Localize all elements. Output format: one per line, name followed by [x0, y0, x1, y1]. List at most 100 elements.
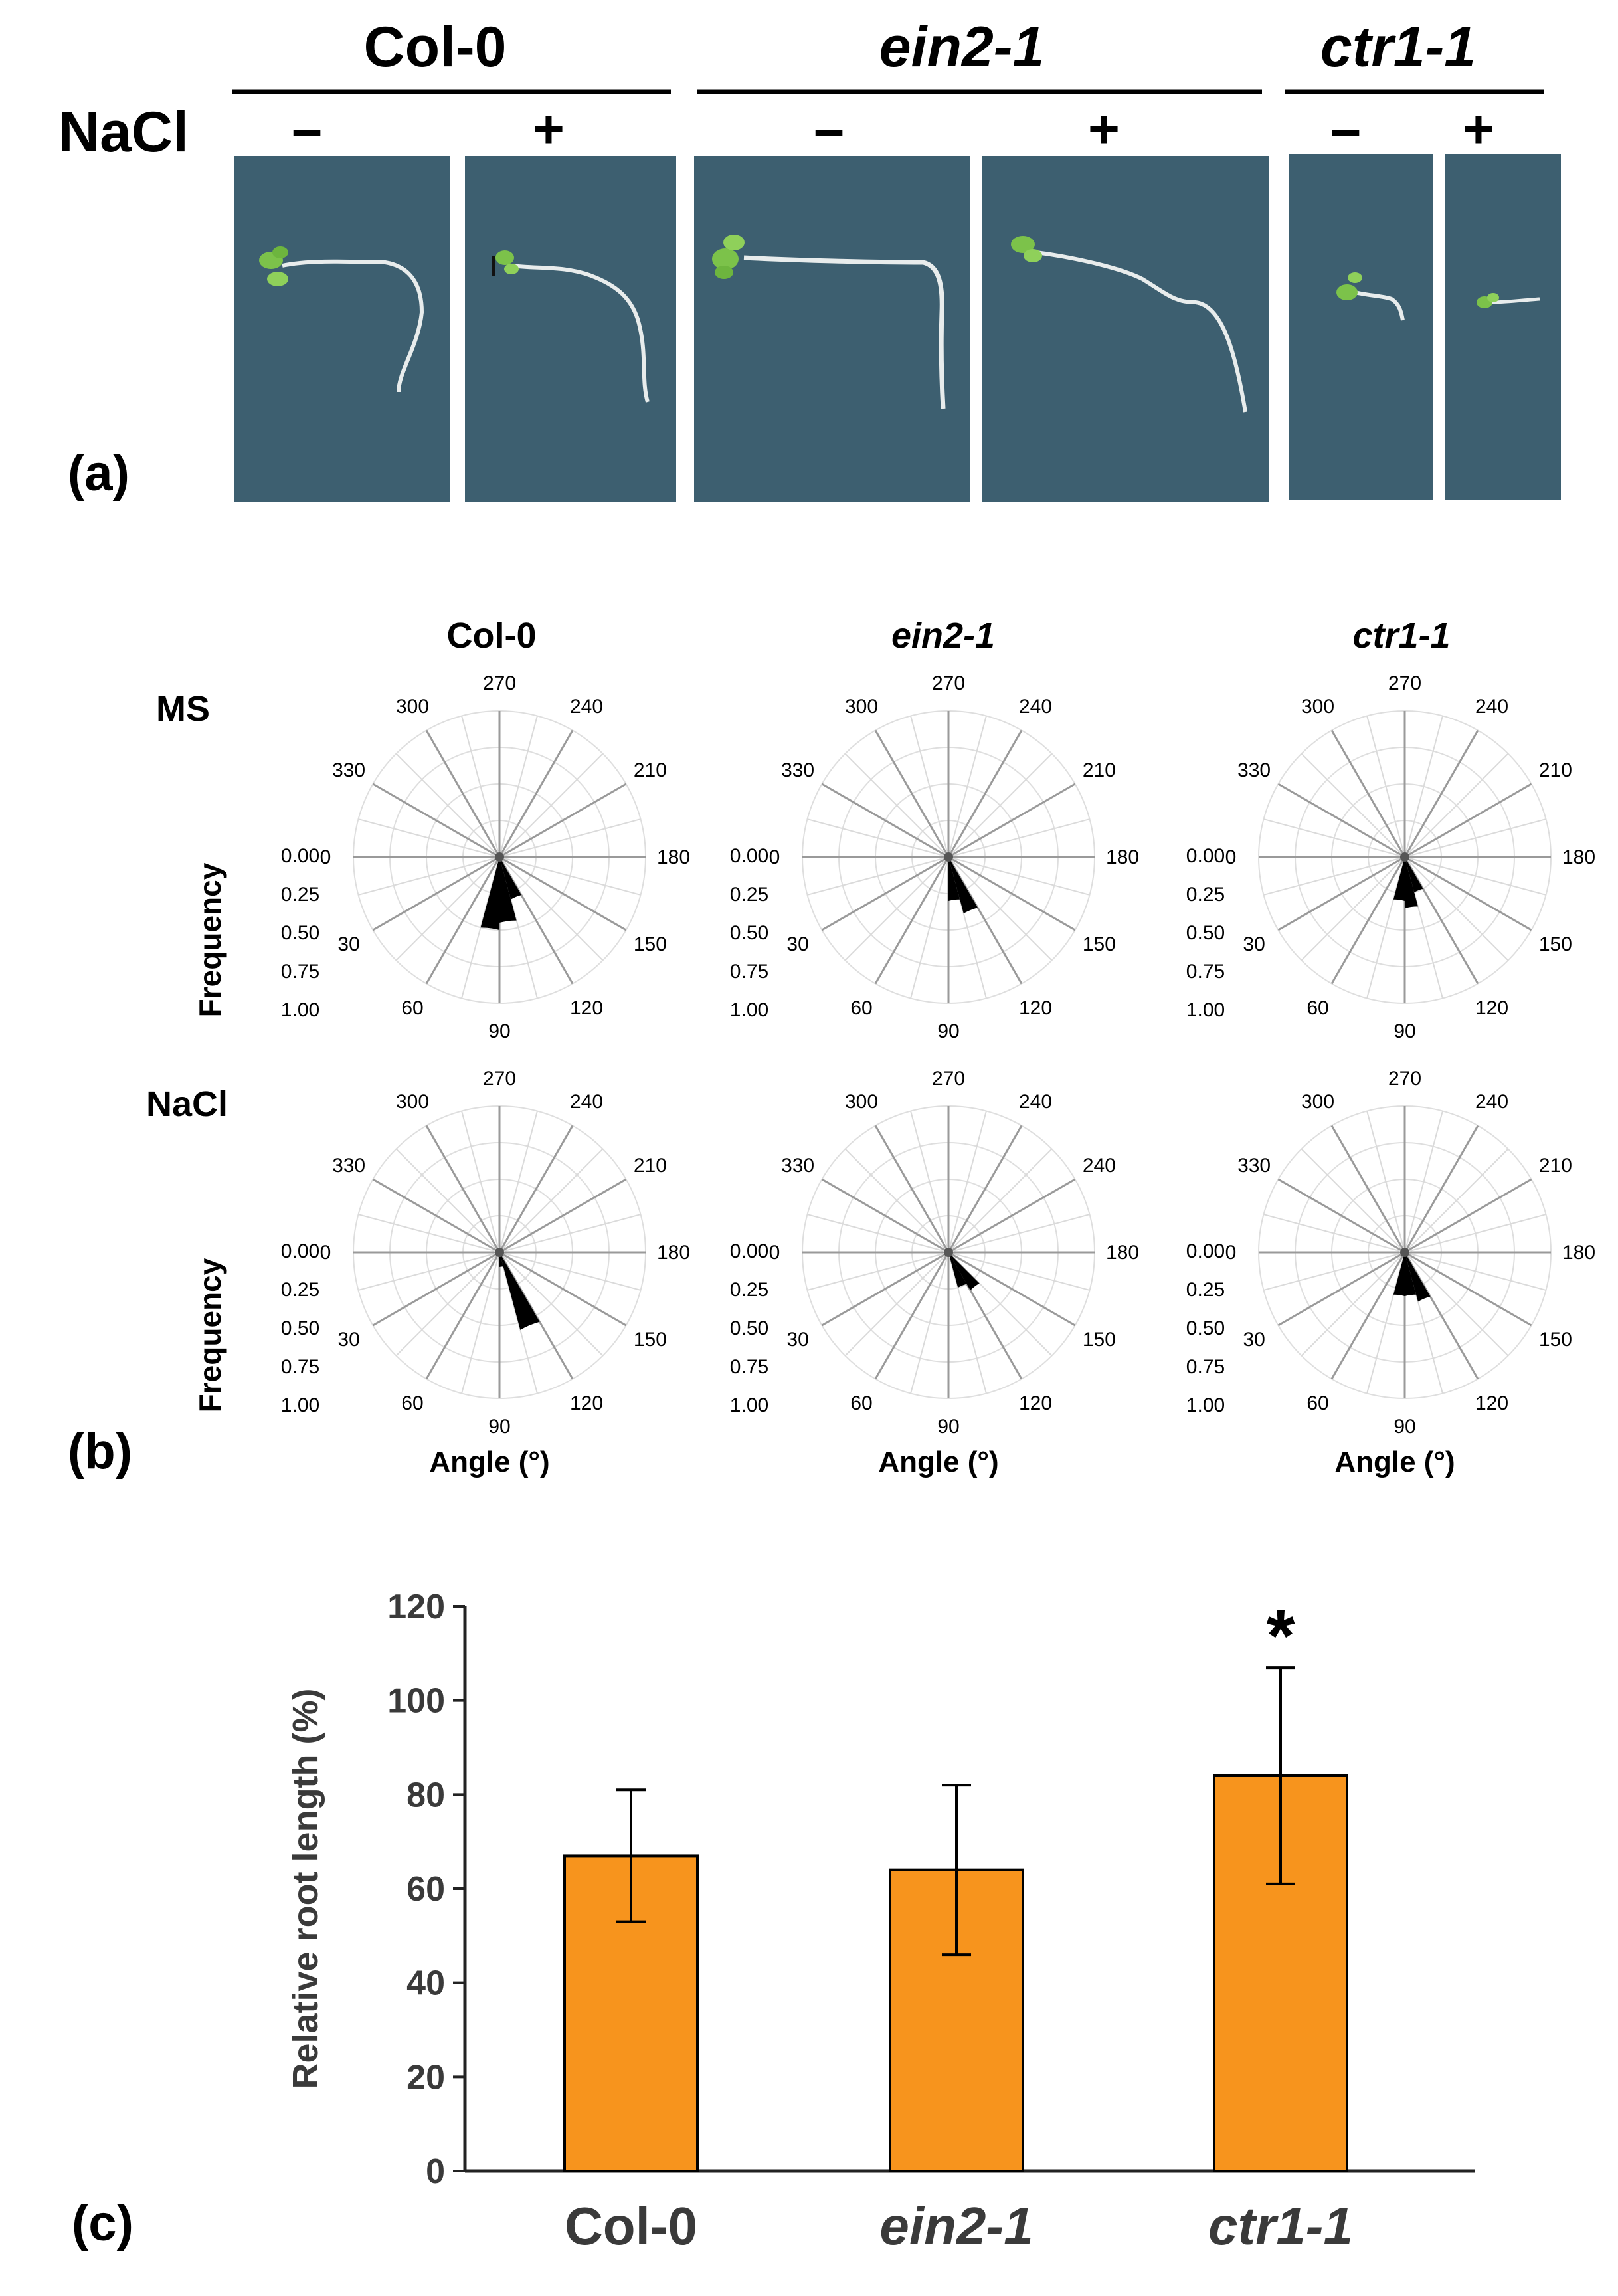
grid-spoke [1404, 1252, 1546, 1291]
minus-sign: – [1330, 99, 1361, 159]
angle-tick-label: 90 [488, 1020, 510, 1042]
grid-spoke [1277, 783, 1405, 858]
angle-axis-label: Angle (°) [429, 1446, 549, 1478]
grid-spoke [499, 818, 641, 858]
grid-spoke [1366, 1111, 1405, 1253]
grid-spoke [498, 729, 574, 858]
angle-tick-label: 90 [1393, 1416, 1415, 1438]
grid-spoke [910, 1252, 949, 1394]
grid-spoke [1403, 1125, 1479, 1253]
grid-spoke [1330, 1252, 1406, 1380]
grid-spoke [425, 1125, 501, 1253]
angle-tick-label: 330 [1237, 1155, 1271, 1177]
grid-spoke [947, 729, 1023, 858]
grid-spoke [947, 1125, 1023, 1253]
grid-spoke [358, 818, 500, 858]
y-axis-label: Relative root length (%) [286, 1688, 325, 2089]
panel-b: Col-0 ein2-1 ctr1-1 MS NaCl (b) 0 30 60 90 1… [68, 616, 1595, 1480]
angle-tick-label: 120 [1019, 1392, 1052, 1414]
grid-spoke [1263, 1252, 1405, 1291]
y-tick-label: 100 [387, 1682, 445, 1721]
grid-spoke [499, 1148, 604, 1253]
minus-sign: – [292, 99, 322, 159]
condition-label-ms: MS [156, 689, 210, 729]
angle-tick-label: 150 [1539, 1329, 1572, 1351]
grid-spoke [1404, 1111, 1443, 1253]
radial-tick-label: 0.00 [281, 1240, 319, 1262]
rose-wedge [1405, 1252, 1417, 1296]
angle-tick-label: 30 [337, 1329, 359, 1351]
grid-spoke [1403, 729, 1479, 858]
grid-spoke [395, 856, 500, 961]
angle-tick-label: 240 [1475, 696, 1508, 718]
grid-spoke [1277, 1178, 1405, 1254]
grid-spoke [499, 1252, 641, 1291]
grid-spoke [358, 1214, 500, 1253]
grid-spoke [948, 1252, 987, 1394]
angle-tick-label: 180 [1106, 846, 1139, 868]
radial-tick-label: 1.00 [281, 999, 319, 1021]
angle-tick-label: 210 [634, 1155, 667, 1177]
angle-tick-label: 0 [769, 1242, 780, 1264]
radial-tick-label: 0.50 [730, 922, 768, 944]
grid-spoke [395, 1252, 500, 1357]
y-tick-label: 40 [406, 1964, 445, 2003]
rose-plot: 0 30 60 90 120 150 180 210 240 270 300 330 0.00 0.25 0… [193, 672, 690, 1042]
y-tick-label: 120 [387, 1588, 445, 1626]
angle-tick-label: 210 [1083, 759, 1116, 781]
grid-spoke [499, 856, 627, 931]
panel-a-genotype-col0: Col-0 [364, 15, 507, 79]
angle-tick-label: 120 [1019, 997, 1052, 1019]
angle-tick-label: 180 [1562, 1242, 1595, 1264]
radial-tick-label: 0.50 [1186, 922, 1225, 944]
angle-tick-label: 300 [396, 696, 429, 718]
frequency-axis-label: Frequency [193, 1258, 227, 1412]
angle-tick-label: 0 [1225, 846, 1237, 868]
rose-plot: 0 30 60 90 120 150 180 210 240 270 300 330 0.00 0.25 0… [193, 1068, 690, 1478]
rose-wedge [948, 1252, 980, 1291]
angle-tick-label: 30 [786, 1329, 808, 1351]
radial-tick-label: 1.00 [1186, 1394, 1225, 1416]
grid-spoke [948, 1214, 1090, 1253]
angle-tick-label: 180 [1562, 846, 1595, 868]
radial-tick-label: 0.75 [281, 1356, 319, 1378]
grid-spoke [499, 1111, 538, 1253]
y-tick-label: 0 [426, 2152, 445, 2191]
grid-spoke [948, 1251, 1076, 1327]
panel-b-genotype-ein2: ein2-1 [891, 616, 995, 656]
grid-spoke [1404, 753, 1509, 858]
angle-tick-label: 60 [850, 1392, 872, 1414]
rose-plot: 0 30 60 90 120 150 180 210 240 270 300 330 0.00 0.25 0… [1186, 672, 1595, 1042]
grid-spoke [1404, 1251, 1532, 1327]
angle-tick-label: 60 [401, 997, 423, 1019]
grid-spoke [948, 1111, 987, 1253]
grid-spoke [425, 1252, 501, 1380]
angle-tick-label: 300 [396, 1091, 429, 1113]
angle-tick-label: 0 [320, 846, 331, 868]
rose-wedge [499, 1252, 540, 1330]
angle-tick-label: 180 [657, 846, 690, 868]
angle-tick-label: 120 [570, 1392, 603, 1414]
angle-tick-label: 120 [1475, 1392, 1508, 1414]
angle-tick-label: 30 [1243, 933, 1265, 955]
rose-plots: 03060901201501802102402703003300.000.250… [193, 672, 1595, 1478]
grid-spoke [807, 856, 949, 896]
angle-tick-label: 270 [1388, 1068, 1421, 1090]
grid-spoke [1404, 818, 1546, 858]
grid-spoke [844, 753, 949, 858]
rose-center [1400, 1248, 1409, 1257]
radial-tick-label: 0.25 [281, 1279, 319, 1301]
panel-c: (c) Relative root length (%) 0 20 40 60 80 10… [72, 1588, 1475, 2255]
radial-tick-label: 0.75 [281, 961, 319, 983]
grid-spoke [1277, 856, 1405, 931]
panel-a-label: (a) [68, 445, 130, 502]
grid-spoke [874, 729, 950, 858]
angle-tick-label: 270 [483, 1068, 516, 1090]
radial-tick-label: 0.50 [281, 922, 319, 944]
x-category-label: ctr1-1 [1208, 2196, 1353, 2255]
grid-spoke [461, 716, 500, 858]
grid-spoke [499, 716, 538, 858]
grid-spoke [1404, 1252, 1509, 1357]
radial-tick-label: 0.75 [1186, 961, 1225, 983]
